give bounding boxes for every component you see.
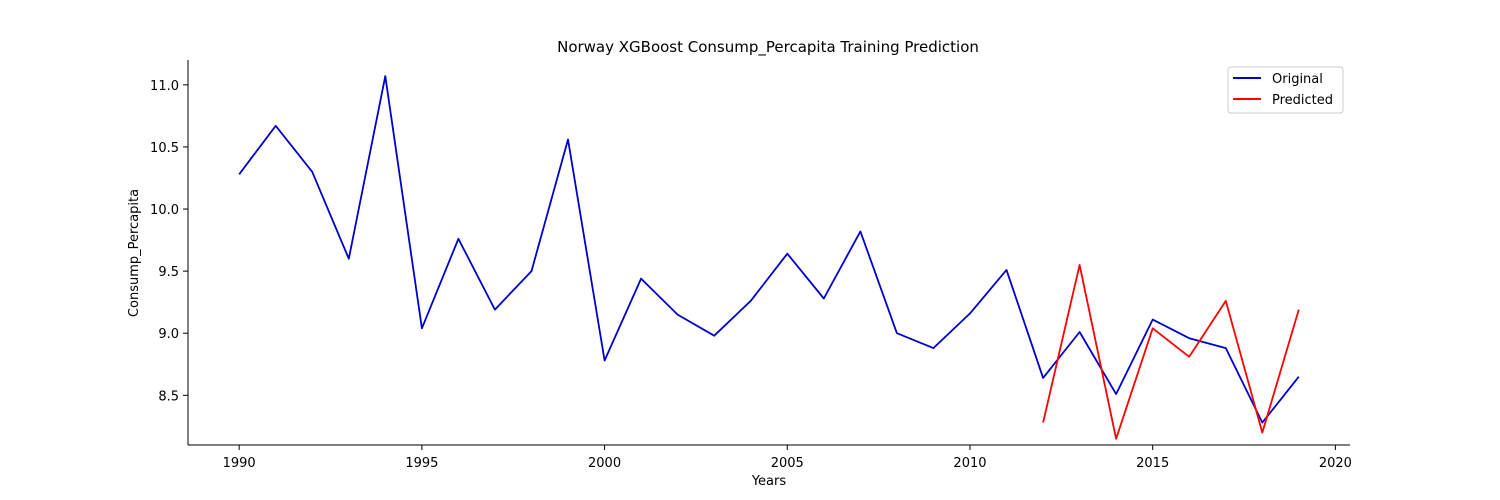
x-tick-label: 2020	[1319, 456, 1352, 471]
x-tick-label: 2005	[771, 456, 804, 471]
y-tick-label: 10.0	[150, 203, 179, 218]
x-tick-label: 2000	[588, 456, 621, 471]
y-tick-label: 9.0	[158, 327, 179, 342]
y-axis-ticks: 8.5 9.0 9.5 10.0 10.5 11.0	[150, 79, 188, 404]
plot-area	[238, 75, 1300, 440]
y-tick-label: 8.5	[158, 389, 179, 404]
legend-label-predicted: Predicted	[1272, 93, 1333, 108]
x-tick-label: 1990	[223, 456, 256, 471]
y-axis-label: Consump_Percapita	[127, 189, 142, 317]
x-tick-label: 2010	[953, 456, 986, 471]
series-line-original	[238, 75, 1300, 424]
x-axis-ticks: 1990 1995 2000 2005 2010 2015 2020	[223, 445, 1352, 471]
legend: Original Predicted	[1227, 66, 1344, 114]
chart-title: Norway XGBoost Consump_Percapita Trainin…	[557, 38, 979, 57]
x-tick-label: 2015	[1136, 456, 1169, 471]
y-tick-label: 10.5	[150, 141, 179, 156]
y-tick-label: 11.0	[150, 79, 179, 94]
series-line-predicted	[1042, 263, 1300, 440]
x-tick-label: 1995	[405, 456, 438, 471]
x-axis-label: Years	[751, 474, 787, 489]
y-tick-label: 9.5	[158, 265, 179, 280]
legend-label-original: Original	[1272, 72, 1323, 87]
